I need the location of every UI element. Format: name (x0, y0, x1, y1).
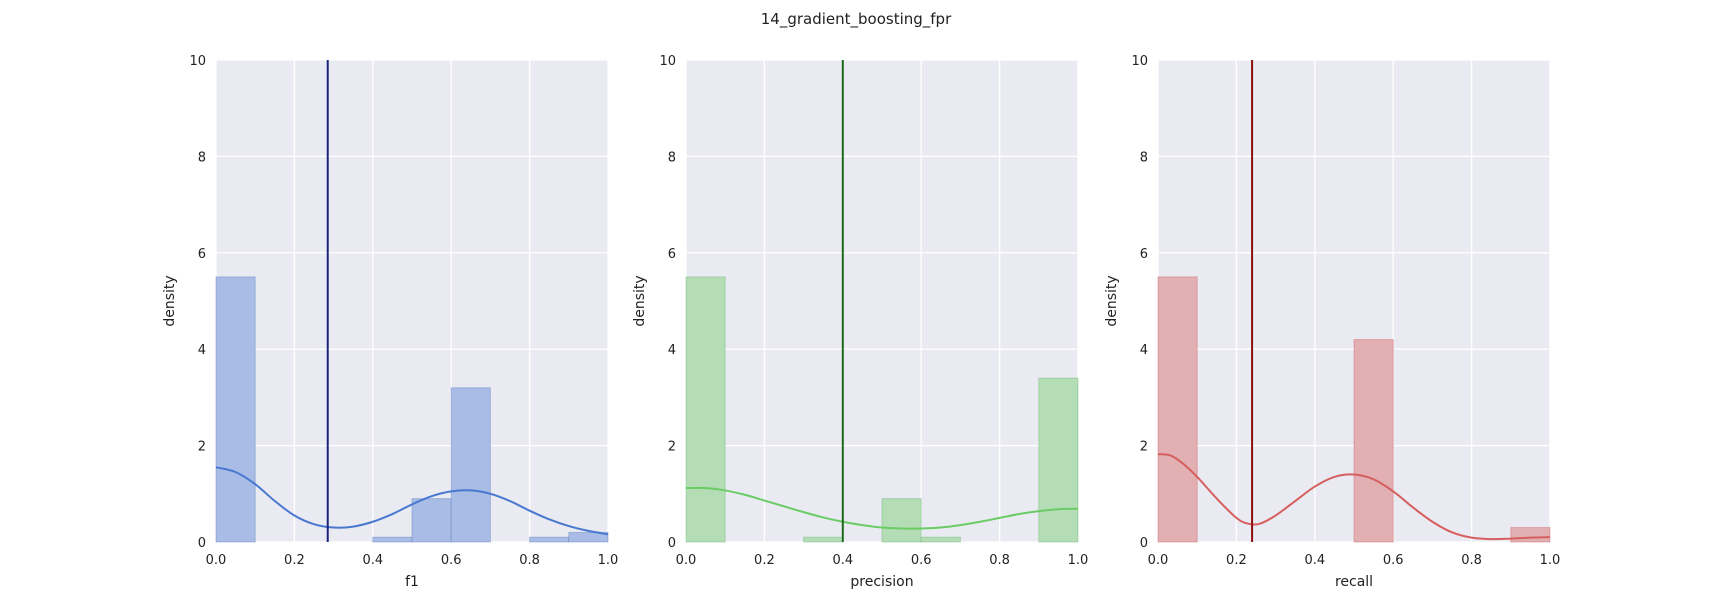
subplot-precision: 0.0 0.2 0.4 0.6 0.8 1.0 0 2 4 6 8 10 precision densit… (632, 54, 1088, 590)
x-tick-label: 0.4 (1304, 553, 1325, 568)
plot-background (216, 60, 608, 542)
y-tick-label: 10 (189, 54, 206, 69)
histogram-bar (1157, 276, 1198, 543)
y-tick-label: 8 (668, 150, 676, 165)
x-tick-label: 0.6 (441, 553, 462, 568)
plot-background (686, 60, 1078, 542)
y-axis-label: density (162, 275, 178, 326)
histogram-bar (685, 276, 726, 543)
histogram-bar (568, 531, 609, 543)
histogram-bar (1353, 339, 1394, 543)
y-tick-label: 2 (668, 440, 676, 455)
subplots: 0.0 0.2 0.4 0.6 0.8 1.0 0 2 4 6 8 10 f1 density 0.0 0.2… (162, 54, 1560, 590)
histogram-bar (411, 498, 452, 543)
x-tick-label: 1.0 (598, 553, 619, 568)
x-axis-label: f1 (405, 574, 419, 590)
y-tick-label: 4 (1140, 343, 1148, 358)
figure-title: 14_gradient_boosting_fpr (761, 10, 952, 29)
x-tick-label: 0.8 (1461, 553, 1482, 568)
histogram-bar (215, 276, 256, 543)
x-tick-label: 0.4 (362, 553, 383, 568)
y-tick-label: 8 (1140, 150, 1148, 165)
x-tick-label: 0.0 (1148, 553, 1169, 568)
y-tick-label: 8 (198, 150, 206, 165)
y-tick-label: 4 (198, 343, 206, 358)
histogram-bar (1510, 527, 1551, 543)
histogram-bar (920, 536, 961, 543)
kde-curve (685, 486, 1079, 530)
y-tick-label: 2 (1140, 440, 1148, 455)
x-tick-label: 0.4 (832, 553, 853, 568)
x-tick-label: 0.2 (284, 553, 305, 568)
kde-curve (215, 466, 609, 536)
kde-curve (1157, 453, 1551, 541)
histogram-bar (529, 536, 570, 543)
y-axis-label: density (632, 275, 648, 326)
x-tick-label: 0.2 (754, 553, 775, 568)
y-tick-label: 0 (668, 536, 676, 551)
y-tick-label: 2 (198, 440, 206, 455)
subplot-f1: 0.0 0.2 0.4 0.6 0.8 1.0 0 2 4 6 8 10 f1 density (162, 54, 618, 590)
y-tick-label: 10 (1131, 54, 1148, 69)
x-tick-label: 1.0 (1068, 553, 1089, 568)
subplot-recall: 0.0 0.2 0.4 0.6 0.8 1.0 0 2 4 6 8 10 recall density (1104, 54, 1560, 590)
y-tick-label: 6 (668, 247, 676, 262)
y-axis-label: density (1104, 275, 1120, 326)
histogram-bar (450, 387, 491, 543)
y-tick-label: 0 (198, 536, 206, 551)
x-tick-label: 0.6 (1383, 553, 1404, 568)
x-tick-label: 1.0 (1540, 553, 1561, 568)
y-tick-label: 6 (198, 247, 206, 262)
y-tick-label: 6 (1140, 247, 1148, 262)
y-tick-label: 4 (668, 343, 676, 358)
x-tick-label: 0.6 (911, 553, 932, 568)
x-tick-label: 0.0 (676, 553, 697, 568)
x-tick-label: 0.0 (206, 553, 227, 568)
x-axis-label: recall (1335, 574, 1373, 590)
x-tick-label: 0.8 (519, 553, 540, 568)
histogram-bar (881, 498, 922, 543)
histogram-bar (803, 536, 844, 543)
y-tick-label: 10 (659, 54, 676, 69)
y-tick-label: 0 (1140, 536, 1148, 551)
x-tick-label: 0.2 (1226, 553, 1247, 568)
x-axis-label: precision (850, 574, 913, 590)
histogram-bar (1038, 377, 1079, 543)
histogram-bar (372, 536, 413, 543)
x-tick-label: 0.8 (989, 553, 1010, 568)
